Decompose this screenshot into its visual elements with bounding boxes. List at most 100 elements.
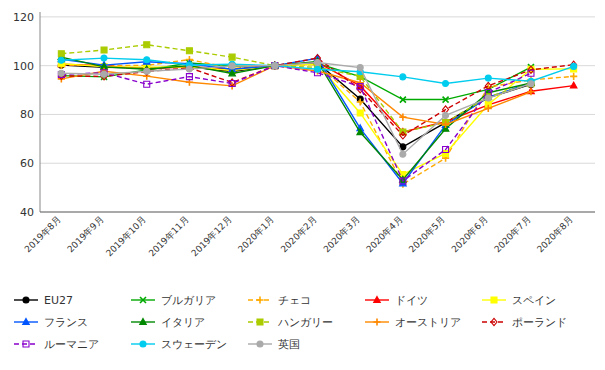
legend-marker bbox=[257, 341, 263, 347]
grid-line bbox=[40, 163, 595, 164]
data-point bbox=[400, 97, 406, 103]
data-point bbox=[357, 129, 364, 135]
series-line bbox=[61, 58, 573, 83]
legend-label: チェコ bbox=[278, 294, 311, 307]
legend-label: オーストリア bbox=[395, 316, 461, 329]
data-point bbox=[357, 98, 364, 105]
grid-line bbox=[40, 212, 595, 213]
data-point bbox=[272, 62, 279, 68]
x-tick-label: 2019年10月 bbox=[104, 214, 148, 258]
legend-item: チェコ bbox=[248, 294, 311, 307]
data-point bbox=[443, 147, 449, 153]
x-tick-label: 2020年8月 bbox=[535, 214, 575, 254]
data-point bbox=[399, 114, 406, 121]
data-point bbox=[314, 59, 321, 65]
data-point bbox=[58, 70, 64, 76]
legend-label: ポーランド bbox=[512, 316, 567, 329]
data-point bbox=[357, 65, 363, 71]
y-tick-label: 80 bbox=[20, 108, 34, 121]
legend-item: ドイツ bbox=[365, 294, 428, 307]
data-point bbox=[357, 84, 363, 90]
data-point bbox=[570, 73, 577, 80]
legend-label: ドイツ bbox=[395, 294, 428, 307]
data-point bbox=[272, 63, 278, 69]
x-tick-label: 2019年12月 bbox=[189, 214, 233, 258]
series-line bbox=[61, 45, 531, 132]
data-point bbox=[443, 150, 449, 156]
data-point bbox=[528, 81, 534, 87]
legend-swatch bbox=[14, 343, 38, 344]
series bbox=[58, 54, 576, 139]
data-point bbox=[442, 121, 449, 128]
legend-item: EU27 bbox=[14, 294, 73, 307]
data-point bbox=[229, 54, 235, 60]
data-point bbox=[570, 82, 577, 88]
x-tick-label: 2019年11月 bbox=[147, 214, 191, 258]
data-point bbox=[186, 48, 192, 54]
legend-label: スウェーデン bbox=[161, 338, 227, 351]
data-point bbox=[272, 63, 278, 69]
legend-marker bbox=[140, 341, 146, 347]
data-point bbox=[400, 178, 406, 184]
x-tick-label: 2020年5月 bbox=[407, 214, 447, 254]
x-ticks: 2019年8月2019年9月2019年10月2019年11月2019年12月20… bbox=[23, 214, 575, 258]
data-point bbox=[229, 63, 235, 69]
x-tick-label: 2020年4月 bbox=[364, 214, 404, 254]
legend-item: ブルガリア bbox=[131, 294, 216, 307]
legend-item: イタリア bbox=[131, 316, 205, 329]
legend-item: ルーマニア bbox=[14, 338, 99, 351]
legend: EU27ブルガリアチェコドイツスペインフランスイタリアハンガリーオーストリアポー… bbox=[14, 294, 567, 351]
data-point bbox=[571, 63, 577, 69]
grid bbox=[40, 17, 595, 212]
data-point bbox=[443, 80, 449, 86]
data-point bbox=[271, 62, 278, 69]
data-point bbox=[400, 74, 406, 80]
data-point bbox=[528, 70, 534, 76]
chart-svg: 4060801001202019年8月2019年9月2019年10月2019年1… bbox=[0, 0, 605, 370]
data-point bbox=[272, 62, 278, 69]
legend-marker bbox=[140, 318, 147, 324]
legend-item: スペイン bbox=[482, 294, 556, 307]
legend-marker bbox=[374, 296, 381, 302]
data-point bbox=[272, 63, 278, 69]
legend-marker bbox=[23, 341, 29, 347]
data-point bbox=[528, 81, 534, 87]
series bbox=[58, 42, 534, 135]
y-tick-label: 60 bbox=[20, 157, 34, 170]
plot-area bbox=[58, 42, 578, 188]
y-tick-label: 120 bbox=[13, 11, 34, 24]
x-tick-label: 2019年8月 bbox=[23, 214, 63, 254]
data-point bbox=[485, 95, 491, 101]
series-line bbox=[61, 58, 531, 183]
y-axis bbox=[40, 12, 41, 212]
data-point bbox=[400, 132, 406, 139]
legend-marker bbox=[257, 319, 263, 325]
x-tick-label: 2020年1月 bbox=[236, 214, 276, 254]
data-point bbox=[101, 55, 107, 61]
x-tick-label: 2019年9月 bbox=[65, 214, 105, 254]
legend-marker bbox=[491, 297, 497, 303]
data-point bbox=[144, 68, 150, 75]
y-tick-label: 100 bbox=[13, 60, 34, 73]
data-point bbox=[315, 59, 321, 65]
series bbox=[58, 55, 534, 186]
data-point bbox=[485, 75, 491, 81]
series bbox=[58, 56, 578, 188]
series bbox=[58, 59, 577, 135]
legend-marker bbox=[373, 318, 380, 325]
legend-marker bbox=[23, 297, 29, 303]
y-ticks: 406080100120 bbox=[13, 11, 34, 219]
data-point bbox=[229, 80, 235, 86]
x-tick-label: 2020年7月 bbox=[492, 214, 532, 254]
data-point bbox=[272, 62, 279, 68]
series-line bbox=[61, 62, 531, 154]
data-point bbox=[101, 47, 107, 53]
legend-item: オーストリア bbox=[365, 316, 461, 329]
data-point bbox=[315, 60, 321, 66]
legend-marker bbox=[256, 296, 263, 303]
data-point bbox=[58, 51, 64, 57]
data-point bbox=[443, 97, 449, 103]
legend-label: 英国 bbox=[278, 338, 300, 351]
data-point bbox=[144, 81, 150, 87]
data-point bbox=[528, 81, 534, 87]
